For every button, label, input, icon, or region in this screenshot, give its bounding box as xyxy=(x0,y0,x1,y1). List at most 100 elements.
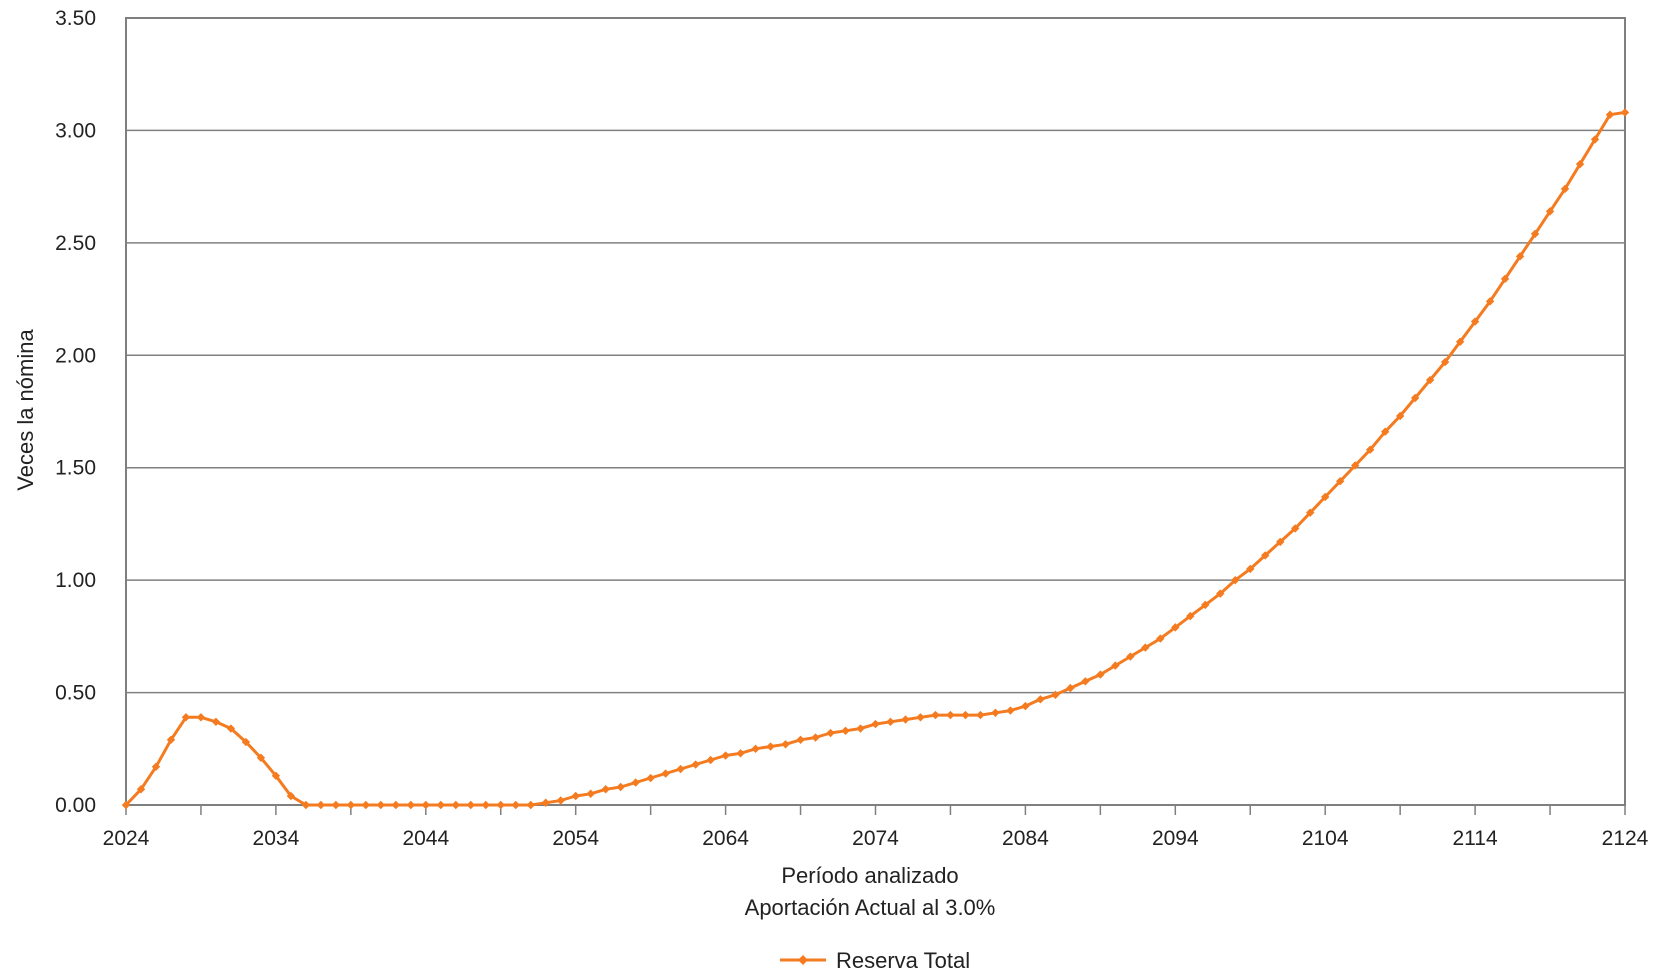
data-point xyxy=(121,800,131,810)
x-axis-title: Período analizado xyxy=(781,863,958,888)
data-point xyxy=(151,762,161,771)
data-point xyxy=(376,800,386,810)
data-point xyxy=(1006,706,1015,715)
x-tick-label: 2094 xyxy=(1152,827,1199,850)
data-point xyxy=(226,724,236,733)
data-point xyxy=(1545,207,1555,216)
y-axis-tick-labels: 0.00 0.50 1.00 1.50 2.00 2.50 3.00 3.50 xyxy=(55,7,96,817)
data-point xyxy=(211,717,221,727)
data-point xyxy=(1051,690,1060,700)
data-point xyxy=(676,764,685,774)
data-point xyxy=(586,789,595,798)
data-point xyxy=(1096,670,1105,679)
data-point xyxy=(1410,393,1420,403)
data-point xyxy=(1291,524,1300,533)
data-point xyxy=(1246,564,1255,574)
x-tick-label: 2024 xyxy=(103,827,150,850)
data-point xyxy=(136,785,146,794)
data-point xyxy=(721,751,730,760)
data-point xyxy=(1201,600,1210,610)
data-point xyxy=(961,710,970,720)
data-point xyxy=(181,713,191,722)
data-point xyxy=(1395,411,1405,421)
data-point xyxy=(481,800,490,810)
data-point xyxy=(1261,551,1270,560)
data-point xyxy=(766,742,775,751)
data-point xyxy=(391,800,401,810)
data-point xyxy=(1186,611,1195,621)
data-point xyxy=(706,755,715,765)
data-point xyxy=(301,800,311,810)
data-point xyxy=(1335,477,1345,486)
data-point xyxy=(1126,652,1135,661)
data-point xyxy=(646,773,655,783)
x-axis-tick-labels: 2024 2034 2044 2054 2064 2074 2084 2094 2104 2114… xyxy=(103,827,1649,850)
data-point xyxy=(451,800,460,810)
data-point xyxy=(1365,445,1375,454)
data-point xyxy=(1111,661,1120,670)
x-tick-label: 2064 xyxy=(702,827,749,850)
data-point xyxy=(976,710,985,720)
y-tick-label: 3.50 xyxy=(55,7,96,30)
data-point xyxy=(526,800,535,810)
data-point xyxy=(1066,683,1075,693)
data-point xyxy=(511,800,520,810)
y-tick-label: 0.50 xyxy=(55,682,96,705)
data-point xyxy=(901,715,910,724)
data-point xyxy=(736,749,745,758)
data-point xyxy=(601,785,610,794)
data-point xyxy=(241,737,251,747)
data-point xyxy=(1470,317,1480,326)
data-point xyxy=(166,735,176,744)
legend-label: Reserva Total xyxy=(836,948,970,973)
x-tick-label: 2084 xyxy=(1002,827,1049,850)
data-point xyxy=(1321,492,1330,502)
data-point xyxy=(1590,135,1600,144)
data-point xyxy=(841,726,850,735)
y-gridlines xyxy=(126,129,1625,694)
data-point xyxy=(496,800,505,810)
y-tick-label: 1.50 xyxy=(55,457,96,480)
data-point xyxy=(1021,701,1030,711)
data-point xyxy=(1620,108,1630,117)
data-point xyxy=(466,800,475,810)
data-point xyxy=(271,771,281,780)
data-point xyxy=(871,719,880,729)
data-point xyxy=(1276,537,1285,547)
data-point xyxy=(946,710,955,720)
x-tick-label: 2114 xyxy=(1453,827,1498,850)
data-point xyxy=(631,778,640,787)
data-point xyxy=(1216,589,1225,598)
data-point xyxy=(991,708,1000,718)
series-layer xyxy=(121,108,1630,810)
chart-subtitle: Aportación Actual al 3.0% xyxy=(745,895,996,920)
data-point xyxy=(796,735,805,744)
x-tick-label: 2044 xyxy=(402,827,449,850)
x-tick-label: 2034 xyxy=(253,827,300,850)
data-point xyxy=(1605,110,1615,119)
y-tick-label: 2.00 xyxy=(55,344,96,367)
data-point xyxy=(196,713,206,722)
data-point xyxy=(856,724,865,733)
data-point xyxy=(1485,297,1495,306)
data-point xyxy=(556,796,565,805)
data-point xyxy=(1575,159,1585,169)
y-tick-label: 2.50 xyxy=(55,232,96,255)
data-point xyxy=(931,710,940,720)
data-point xyxy=(751,744,760,753)
x-tick-label: 2104 xyxy=(1302,827,1349,850)
x-tick-label: 2054 xyxy=(552,827,599,850)
data-point xyxy=(691,760,700,769)
data-point xyxy=(1425,375,1435,385)
data-point xyxy=(661,769,670,778)
data-point xyxy=(1560,184,1570,194)
data-point xyxy=(1231,575,1240,585)
data-point xyxy=(916,713,925,722)
data-point xyxy=(1455,337,1465,346)
data-point xyxy=(316,800,326,810)
data-point xyxy=(1141,643,1150,652)
data-point xyxy=(1380,427,1390,436)
data-point xyxy=(1171,623,1180,632)
legend: Reserva Total xyxy=(780,948,970,973)
data-point xyxy=(1350,461,1360,470)
